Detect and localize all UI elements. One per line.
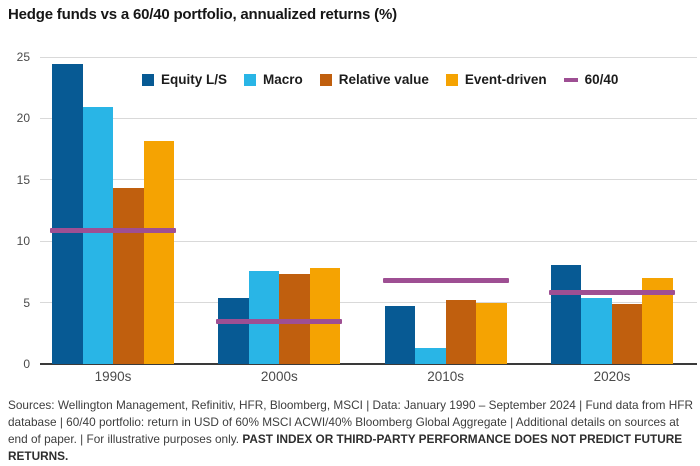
y-tick-label-15: 15: [16, 172, 30, 187]
bar-relative-value-2020s: [611, 303, 643, 364]
plot-area: [40, 56, 697, 365]
legend-dash-icon: [563, 77, 578, 82]
x-axis-label-2020s: 2020s: [593, 369, 631, 384]
bar-macro-2010s: [415, 348, 446, 364]
legend-item-relative-value: Relative value: [319, 72, 429, 87]
line-60-40-1990s: [50, 227, 176, 233]
bar-equity-l-s-2020s: [550, 264, 582, 364]
bar-macro-2020s: [581, 297, 612, 364]
legend-label: Event-driven: [464, 72, 547, 87]
bar-group-1990s: [50, 57, 176, 364]
gridline-y-25: [40, 56, 697, 58]
y-tick-label-0: 0: [23, 357, 30, 371]
footnote-disclaimer: PAST INDEX OR THIRD-PARTY PERFORMANCE DO…: [8, 432, 683, 463]
legend-label: Relative value: [338, 72, 429, 87]
gridline-y-15: [40, 179, 697, 181]
source-footnote: Sources: Wellington Management, Refiniti…: [8, 397, 696, 465]
bar-equity-l-s-2000s: [218, 297, 249, 364]
line-60-40-2010s: [382, 278, 509, 283]
legend-label: Equity L/S: [161, 72, 228, 87]
bar-event-driven-1990s: [143, 140, 174, 364]
legend-label: Macro: [263, 72, 303, 87]
legend-item-equity-l-s: Equity L/S: [142, 72, 227, 87]
bar-event-driven-2000s: [309, 268, 341, 364]
bar-group-2020s: [548, 57, 675, 364]
legend-square-icon: [244, 73, 257, 86]
y-tick-label-25: 25: [16, 50, 30, 64]
legend-square-icon: [142, 73, 154, 86]
legend-item-macro: Macro: [244, 72, 303, 87]
bar-event-driven-2010s: [476, 302, 507, 364]
bar-equity-l-s-1990s: [52, 64, 83, 364]
line-60-40-2020s: [548, 290, 675, 296]
bar-relative-value-2010s: [445, 300, 477, 364]
x-axis-line: [40, 363, 697, 365]
legend-label: 60/40: [584, 72, 619, 87]
legend-item-event-driven: Event-driven: [445, 72, 547, 87]
bar-group-2010s: [382, 57, 509, 364]
x-axis-label-1990s: 1990s: [94, 369, 132, 384]
legend-square-icon: [319, 73, 332, 86]
y-tick-label-10: 10: [16, 234, 30, 249]
bar-macro-2000s: [248, 270, 280, 364]
gridline-y-20: [40, 117, 697, 119]
bar-equity-l-s-2010s: [384, 306, 416, 364]
chart-title: Hedge funds vs a 60/40 portfolio, annual…: [8, 6, 397, 23]
legend-square-icon: [445, 73, 458, 86]
legend: Equity L/S Macro Relative value Event-drive…: [142, 72, 618, 87]
y-tick-label-20: 20: [16, 111, 30, 126]
x-axis-label-2000s: 2000s: [260, 369, 298, 384]
bar-relative-value-1990s: [113, 188, 144, 364]
footnote-text: Sources: Wellington Management, Refiniti…: [8, 398, 693, 446]
bar-group-2000s: [216, 57, 343, 364]
bar-macro-1990s: [82, 107, 113, 364]
gridline-y-5: [40, 302, 697, 304]
x-axis-label-2010s: 2010s: [427, 369, 465, 384]
line-60-40-2000s: [216, 318, 343, 324]
gridline-y-10: [40, 240, 697, 242]
y-tick-label-5: 5: [23, 295, 30, 310]
legend-item-60-40: 60/40: [563, 72, 619, 87]
